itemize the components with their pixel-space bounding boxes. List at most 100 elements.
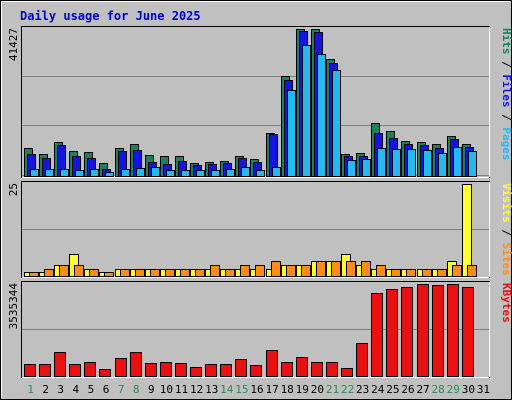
bar-pages-day-17 [272, 167, 281, 177]
legend-visitors: Visits / Sites [500, 183, 512, 276]
x-tick-label-18: 18 [281, 383, 294, 396]
x-tick-label-2: 2 [42, 383, 49, 396]
x-tick-label-4: 4 [73, 383, 80, 396]
legend-requests: Hits / Files / Pages [500, 28, 512, 161]
bar-sites-day-12 [195, 269, 205, 277]
x-axis-labels: 1 2 3 4 5 6 7 8 9 10 11 12 13 14 15 16 17 18 19 20 21 22 23 24 2… [27, 383, 490, 396]
bar-sites-day-13 [210, 265, 220, 277]
bar-pages-day-3 [60, 169, 69, 177]
bar-kbytes-day-18 [281, 362, 293, 377]
bar-kbytes-day-16 [250, 365, 262, 377]
x-tick-label-1: 1 [27, 383, 34, 396]
bar-sites-day-9 [150, 269, 160, 277]
bar-sites-day-2 [44, 269, 54, 277]
bar-pages-day-7 [121, 169, 130, 177]
bar-kbytes-day-20 [311, 362, 323, 377]
bar-sites-day-11 [180, 269, 190, 277]
bar-pages-day-19 [302, 45, 311, 177]
bar-sites-day-28 [437, 269, 447, 277]
bar-kbytes-day-4 [69, 364, 81, 377]
panel-kbytes: 3535344 KBytes [7, 281, 512, 378]
bar-pages-day-30 [468, 151, 477, 177]
bar-sites-day-10 [165, 269, 175, 277]
bar-pages-day-9 [151, 167, 160, 177]
x-tick-label-27: 27 [416, 383, 429, 396]
bar-sites-day-5 [89, 269, 99, 277]
bar-kbytes-day-9 [145, 363, 157, 377]
bar-kbytes-day-10 [160, 362, 172, 377]
bar-pages-day-25 [392, 149, 401, 177]
chart-panels: 41427 Hits / Files / Pages 25 Visits / Site… [7, 26, 512, 378]
bar-kbytes-day-14 [220, 364, 232, 377]
x-tick-label-5: 5 [88, 383, 95, 396]
bar-sites-day-1 [29, 272, 39, 277]
bar-pages-day-12 [196, 170, 205, 177]
bar-sites-day-29 [452, 265, 462, 277]
legend-item: / [500, 108, 512, 128]
panel-requests: 41427 Hits / Files / Pages [7, 26, 512, 178]
bar-sites-day-26 [406, 269, 416, 277]
bar-kbytes-day-30 [462, 287, 474, 377]
bar-sites-day-25 [391, 269, 401, 277]
bar-kbytes-day-5 [84, 362, 96, 377]
bar-kbytes-day-3 [54, 352, 66, 377]
bar-pages-day-6 [105, 172, 114, 177]
bar-pages-day-14 [226, 169, 235, 177]
x-tick-label-28: 28 [432, 383, 445, 396]
bar-sites-day-24 [376, 265, 386, 277]
bar-sites-day-18 [286, 265, 296, 277]
bar-sites-day-21 [331, 261, 341, 277]
bar-sites-day-19 [301, 265, 311, 277]
x-tick-label-14: 14 [220, 383, 234, 396]
bar-pages-day-16 [256, 170, 265, 177]
bar-pages-day-1 [30, 169, 39, 177]
x-tick-label-8: 8 [133, 383, 140, 396]
x-tick-label-24: 24 [371, 383, 385, 396]
bar-sites-day-4 [74, 265, 84, 277]
x-tick-label-31: 31 [477, 383, 490, 396]
bar-sites-day-8 [135, 269, 145, 277]
bar-pages-day-8 [136, 168, 145, 177]
bar-kbytes-day-28 [432, 285, 444, 377]
x-tick-label-16: 16 [250, 383, 263, 396]
x-tick-label-12: 12 [190, 383, 203, 396]
x-tick-label-19: 19 [296, 383, 309, 396]
bar-pages-day-10 [166, 170, 175, 177]
panel-visitors: 25 Visits / Sites [7, 181, 512, 278]
bar-kbytes-day-12 [190, 367, 202, 377]
bar-sites-day-22 [346, 261, 356, 277]
x-tick-label-21: 21 [326, 383, 339, 396]
bar-kbytes-day-22 [341, 368, 353, 377]
bar-pages-day-2 [45, 169, 54, 177]
bar-kbytes-day-29 [447, 284, 459, 377]
x-tick-label-20: 20 [311, 383, 324, 396]
legend-item: Pages [500, 127, 512, 160]
x-tick-label-30: 30 [462, 383, 475, 396]
bar-pages-day-5 [90, 169, 99, 177]
bar-kbytes-day-1 [24, 364, 36, 377]
bar-kbytes-day-21 [326, 362, 338, 377]
legend-item: Visits [500, 183, 512, 223]
legend-item: Sites [500, 243, 512, 276]
bar-kbytes-day-23 [356, 343, 368, 377]
bar-sites-day-27 [422, 269, 432, 277]
bar-sites-day-3 [59, 265, 69, 277]
legend-item: KBytes [500, 283, 512, 323]
bar-kbytes-day-17 [266, 350, 278, 377]
x-tick-label-6: 6 [103, 383, 110, 396]
legend-item: Files [500, 74, 512, 107]
bar-kbytes-day-19 [296, 357, 308, 377]
bar-pages-day-13 [211, 170, 220, 177]
x-tick-label-15: 15 [235, 383, 248, 396]
bar-kbytes-day-27 [417, 284, 429, 377]
bar-pages-day-24 [377, 148, 386, 177]
bar-visits-day-30 [462, 184, 472, 277]
bar-sites-day-14 [225, 269, 235, 277]
legend-item: Hits [500, 28, 512, 55]
x-tick-label-25: 25 [386, 383, 399, 396]
bar-kbytes-day-6 [99, 369, 111, 377]
bar-kbytes-day-7 [115, 358, 127, 377]
bar-pages-day-11 [181, 170, 190, 177]
